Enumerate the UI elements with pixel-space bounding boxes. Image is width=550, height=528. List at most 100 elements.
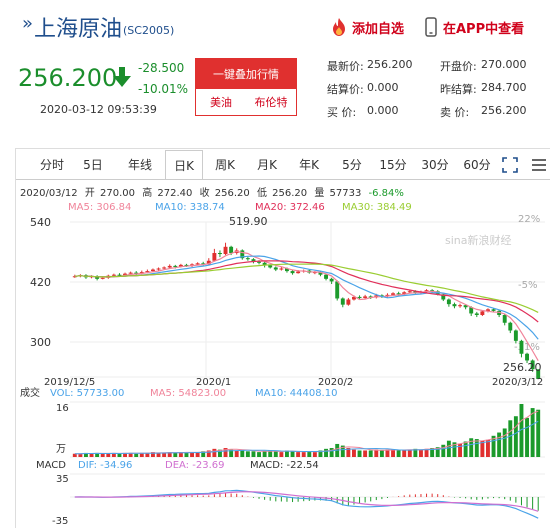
candle-body [162,267,167,269]
period-tabs: 分时 5日 年线 日K 周K 月K 年K 5分 15分 30分 60分 [16,150,550,180]
candle-body [463,305,468,308]
quote-timestamp: 2020-03-12 09:53:39 [40,103,157,116]
candle-body [123,273,127,276]
candle-body [257,261,261,263]
overlay-options: 美油 布伦特 [196,89,296,115]
legend-ma5: MA5: 306.84 [68,202,131,213]
quote-field-value: 270.000 [481,58,527,71]
candle-body [151,269,155,272]
volume-bar [268,450,273,457]
menu-icon[interactable] [530,157,548,173]
candle-body [195,263,200,265]
volume-bar [419,449,423,457]
volume-bar [290,451,295,457]
volume-ma5: MA5: 54823.00 [150,388,226,399]
candle-body [145,271,150,273]
info-low-label: 低 [257,186,267,199]
volume-bar [95,452,100,457]
candle-body [352,296,356,300]
pct-label-bottom: -31% [514,342,540,353]
macd-dea-line [74,491,539,512]
overlay-quotes-button[interactable]: 一键叠加行情 [196,59,296,89]
tab-5min[interactable]: 5分 [342,158,362,172]
x-label-1: 2020/1 [196,377,231,388]
volume-bar [508,420,513,457]
candle-body [368,296,373,298]
volume-bar [446,440,451,457]
volume-bar [491,435,496,457]
quote-field-label: 买 价: [327,106,357,119]
quote-field-label: 结算价: [327,83,364,96]
macd-y-bottom: -35 [52,516,68,527]
candle-body [312,272,317,274]
candle-body [279,268,284,270]
brent-button[interactable]: 布伦特 [254,96,288,109]
volume-bar [480,440,485,457]
tab-yearly-k[interactable]: 年K [299,158,319,172]
volume-bar [285,450,289,457]
volume-bar [145,452,150,457]
volume-bar [84,452,88,457]
ma10-line [74,255,539,340]
price-change-percent: -10.01% [138,82,189,96]
tab-monthly-k[interactable]: 月K [257,158,277,172]
wti-button[interactable]: 美油 [210,96,232,109]
candle-body [497,310,502,315]
moving-averages [74,250,539,362]
legend-ma20: MA20: 372.46 [255,202,325,213]
candle-body [218,253,222,255]
volume-bar [206,450,211,457]
volume-ma5-line [74,410,539,455]
macd-dea: DEA: -23.69 [165,460,224,471]
info-low: 256.20 [272,188,307,199]
candle-body [240,250,245,259]
tab-intraday[interactable]: 分时 [39,158,64,172]
tab-year-line[interactable]: 年线 [127,158,152,172]
candle-body [201,263,206,265]
volume-bar [128,452,133,457]
volume-bar [78,453,83,457]
ma5-line [74,250,539,362]
volume-bar [117,453,122,457]
volume-ma10-line [74,420,539,455]
tab-5day[interactable]: 5日 [83,158,103,172]
macd-value: MACD: -22.54 [250,460,319,471]
candle-body [391,293,395,295]
volume-bar [212,448,217,457]
candle-body [441,294,446,300]
volume-bar [324,448,328,457]
candle-body [167,265,172,268]
candle-body [212,253,217,261]
view-in-app-button[interactable]: 在APP中查看 [425,15,524,39]
candle-body [296,271,301,274]
x-label-3: 2020/3/12 [492,377,543,388]
macd-label: MACD [36,460,66,471]
candle-body [184,264,189,266]
candle-body [486,309,490,312]
volume-bar [134,453,139,457]
tab-15min[interactable]: 15分 [379,158,407,172]
volume-bar [458,443,462,457]
title-marker: » [22,13,34,34]
volume-bar [530,408,535,457]
volume-bar [385,449,390,457]
volume-bar [273,451,278,457]
candle-body [530,360,535,370]
add-favorite-button[interactable]: 添加自选 [330,15,404,39]
volume-ma10: MA10: 44408.10 [255,388,337,399]
volume-bar [106,453,111,457]
add-favorite-label: 添加自选 [352,21,405,37]
watermark: sina新浪财经 [445,233,512,247]
volume-bar [245,451,250,457]
fullscreen-icon[interactable] [502,157,518,173]
tab-daily-k[interactable]: 日K [165,150,203,180]
volume-bar [301,452,306,457]
tab-weekly-k[interactable]: 周K [215,158,235,172]
tab-60min[interactable]: 60分 [463,158,491,172]
x-label-2: 2020/2 [318,377,353,388]
svg-text:2020/03/12 开 270.00: 2020/03/12 开 270.00 高 272.40 收 256.20 低 … [20,186,404,199]
tab-30min[interactable]: 30分 [421,158,449,172]
candle-body [117,274,122,276]
candle-body [474,313,479,315]
